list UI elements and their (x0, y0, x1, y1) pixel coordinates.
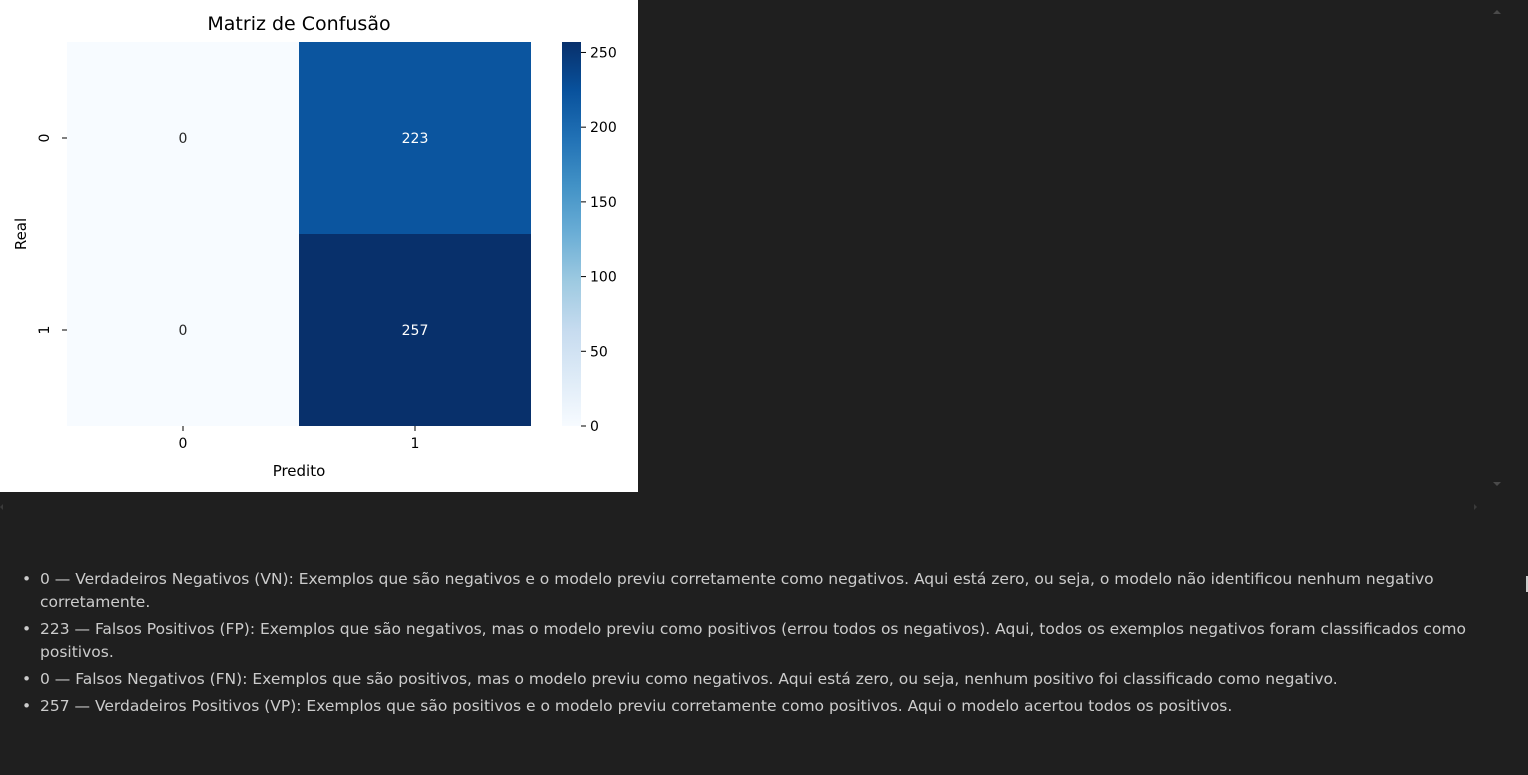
colorbar-tick-label: 250 (590, 45, 617, 61)
heatmap-cell-1-1 (299, 234, 531, 426)
x-axis-label: Predito (273, 462, 326, 480)
cell-value-label: 0 (179, 323, 188, 339)
list-item-text: 0 — Verdadeiros Negativos (VN): Exemplos… (40, 570, 1434, 611)
list-item-text: 257 — Verdadeiros Positivos (VP): Exempl… (40, 697, 1233, 715)
scroll-up-arrow-icon[interactable] (1493, 10, 1501, 14)
colorbar-tick-label: 150 (590, 195, 617, 211)
cell-value-label: 0 (179, 131, 188, 147)
y-axis-ticks: 01 (37, 134, 67, 335)
list-item: • 223 — Falsos Positivos (FP): Exemplos … (0, 618, 1528, 664)
list-item: • 0 — Falsos Negativos (FN): Exemplos qu… (0, 668, 1528, 691)
cell-value-label: 223 (402, 131, 429, 147)
markdown-cell: • 0 — Verdadeiros Negativos (VN): Exempl… (0, 568, 1528, 722)
list-item: • 257 — Verdadeiros Positivos (VP): Exem… (0, 695, 1528, 718)
y-tick-label: 1 (37, 326, 53, 335)
x-tick-label: 1 (411, 436, 420, 452)
heatmap-cell-labels: 0 223 0 257 (179, 131, 429, 339)
bullet-icon: • (22, 697, 32, 715)
scroll-left-arrow-icon[interactable] (0, 504, 3, 510)
list-item: • 0 — Verdadeiros Negativos (VN): Exempl… (0, 568, 1528, 614)
cell-edge-marker (1526, 576, 1528, 592)
heatmap-cells (67, 42, 531, 426)
heatmap-cell-0-0 (67, 42, 299, 234)
y-tick-label: 0 (37, 134, 53, 143)
cell-value-label: 257 (402, 323, 429, 339)
colorbar-ticks: 0 50 100 150 200 250 (581, 45, 617, 435)
heatmap-cell-1-0 (67, 234, 299, 426)
colorbar-tick-label: 200 (590, 120, 617, 136)
explanation-list: • 0 — Verdadeiros Negativos (VN): Exempl… (0, 568, 1528, 718)
bullet-icon: • (22, 620, 32, 638)
colorbar-tick-label: 50 (590, 344, 608, 360)
bullet-icon: • (22, 670, 32, 688)
x-tick-label: 0 (179, 436, 188, 452)
list-item-text: 0 — Falsos Negativos (FN): Exemplos que … (40, 670, 1338, 688)
colorbar-tick-label: 100 (590, 270, 617, 286)
bullet-icon: • (22, 570, 32, 588)
scroll-down-arrow-icon[interactable] (1493, 482, 1501, 486)
list-item-text: 223 — Falsos Positivos (FP): Exemplos qu… (40, 620, 1466, 661)
scroll-right-arrow-icon[interactable] (1474, 504, 1477, 510)
chart-title: Matriz de Confusão (207, 13, 390, 35)
y-axis-label: Real (12, 218, 30, 250)
colorbar (562, 42, 581, 426)
heatmap-cell-0-1 (299, 42, 531, 234)
colorbar-tick-label: 0 (590, 419, 599, 435)
